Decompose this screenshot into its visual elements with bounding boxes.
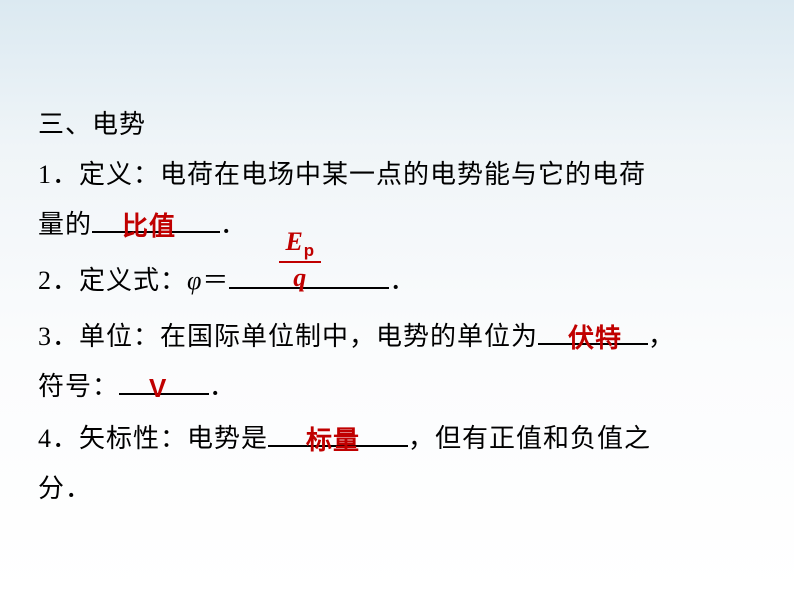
item-3-after: ， [648, 322, 675, 351]
item-1-text: 电荷在电场中某一点的电势能与它的电荷 [160, 160, 646, 189]
item-2-num: 2． [38, 266, 79, 295]
item-1-fill: 比值 [122, 201, 176, 251]
frac-num-sym: E [285, 227, 303, 256]
item-4-num: 4． [38, 424, 79, 453]
item-3-cont-label: 符号： [38, 372, 119, 401]
item-3-cont-after: ． [209, 372, 236, 401]
item-1-num: 1． [38, 160, 79, 189]
item-3-fill: 伏特 [568, 313, 622, 363]
item-4-fill: 标量 [306, 415, 360, 465]
item-4-text: 电势是 [187, 424, 268, 453]
item-1-line2: 量的 比值 ． [38, 200, 758, 250]
item-1-label: 定义： [79, 160, 160, 189]
item-3-num: 3． [38, 322, 79, 351]
item-4-after-part1: ，但有正值和负值之 [408, 424, 651, 453]
item-4-after-part2: 分． [38, 474, 92, 503]
item-2-blank: Ep q [229, 263, 389, 289]
item-3-blank: 伏特 [538, 319, 648, 345]
slide-content: 三、电势 1．定义：电荷在电场中某一点的电势能与它的电荷 量的 比值 ． 2．定… [38, 100, 758, 514]
item-3-label: 单位： [79, 322, 160, 351]
item-1-blank: 比值 [92, 207, 220, 233]
item-1-line1: 1．定义：电荷在电场中某一点的电势能与它的电荷 [38, 150, 758, 200]
item-3-line2: 符号： V ． [38, 362, 758, 412]
item-4-line2: 分． [38, 464, 758, 514]
item-4-label: 矢标性： [79, 424, 187, 453]
item-4-line1: 4．矢标性：电势是 标量 ，但有正值和负值之 [38, 414, 758, 464]
item-3-line1: 3．单位：在国际单位制中，电势的单位为 伏特 ， [38, 312, 758, 362]
section-heading: 三、电势 [38, 100, 758, 150]
item-3-text: 在国际单位制中，电势的单位为 [160, 322, 538, 351]
item-2-line: 2．定义式：φ＝ Ep q ． [38, 256, 758, 306]
item-2-after: ． [389, 266, 416, 295]
item-2-eq: ＝ [202, 266, 229, 295]
item-3-cont-fill: V [149, 363, 167, 413]
frac-den-sym: q [293, 263, 307, 292]
item-4-blank: 标量 [268, 421, 408, 447]
fraction: Ep q [279, 227, 321, 292]
item-3-cont-blank: V [119, 369, 209, 395]
item-2-label: 定义式： [79, 266, 187, 295]
frac-num-sub: p [304, 241, 315, 260]
item-1-after: ． [220, 210, 247, 239]
item-2-fill: Ep q [279, 227, 321, 292]
item-1-text-cont: 量的 [38, 210, 92, 239]
item-2-symbol: φ [187, 266, 202, 295]
